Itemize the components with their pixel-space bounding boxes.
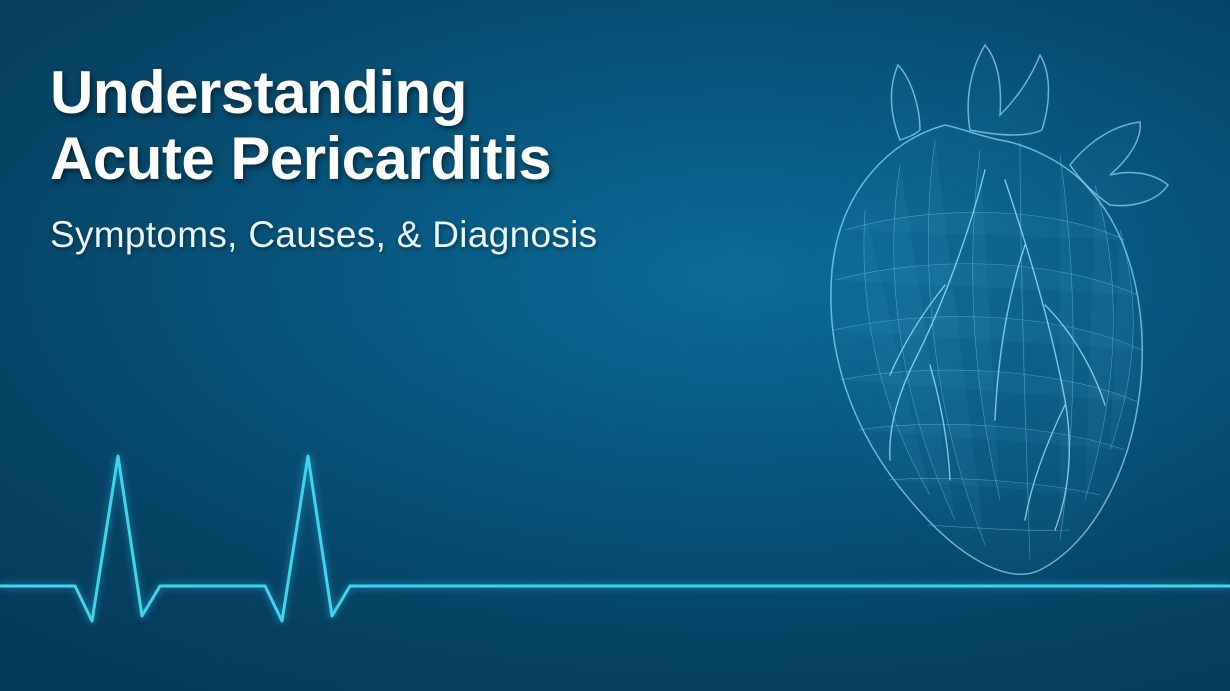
title-block: Understanding Acute Pericarditis Symptom…	[50, 60, 597, 256]
subtitle: Symptoms, Causes, & Diagnosis	[50, 214, 597, 256]
title-line-1: Understanding	[50, 60, 597, 126]
ecg-path	[0, 456, 1230, 621]
slide-canvas: Understanding Acute Pericarditis Symptom…	[0, 0, 1230, 691]
title-line-2: Acute Pericarditis	[50, 126, 597, 192]
ecg-line	[0, 446, 1230, 626]
